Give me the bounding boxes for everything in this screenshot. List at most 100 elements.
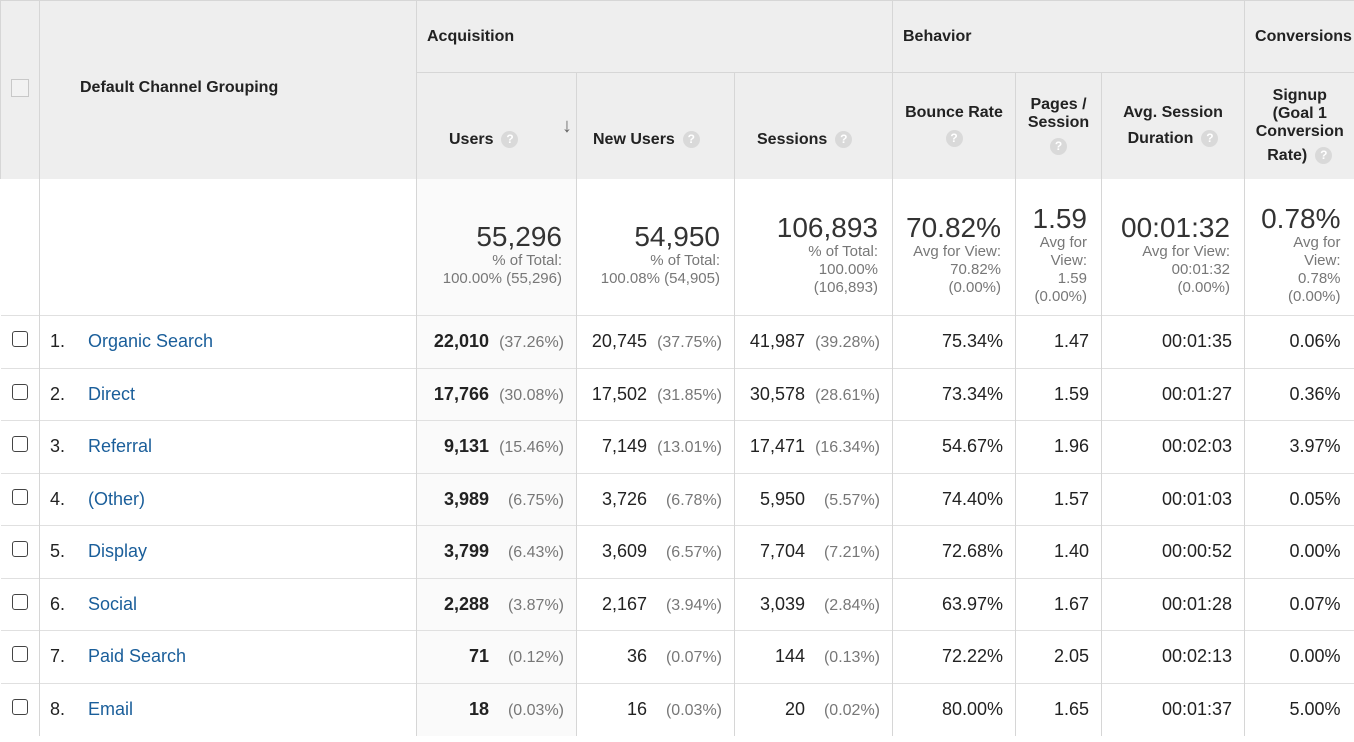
bounce-rate-header-label: Bounce Rate — [905, 103, 1003, 121]
new-users-value: 7,149 — [601, 436, 647, 457]
channel-cell: 1. Organic Search — [39, 315, 417, 368]
total-new-users-label: % of Total: — [650, 251, 720, 269]
new-users-pct: (6.78%) — [665, 491, 722, 509]
avg-duration-cell: 00:01:28 — [1100, 577, 1245, 631]
row-checkbox[interactable] — [11, 488, 28, 505]
users-value: 2,288 — [443, 593, 489, 614]
pages-session-column-header[interactable]: Pages / Session ? — [1015, 72, 1102, 179]
avg-duration-cell: 00:01:35 — [1100, 315, 1245, 368]
row-checkbox[interactable] — [11, 331, 28, 348]
new-users-pct: (0.03%) — [665, 702, 722, 719]
row-checkbox[interactable] — [11, 436, 28, 453]
help-icon[interactable]: ? — [1201, 130, 1219, 148]
channel-cell: 3. Referral — [39, 420, 417, 473]
new-users-cell: 20,745 (37.75%) — [576, 315, 735, 368]
avg-duration-cell: 00:00:52 — [1100, 525, 1245, 578]
conversions-group-header: Conversions — [1244, 0, 1354, 73]
help-icon[interactable]: ? — [1050, 138, 1067, 156]
sessions-cell: 7,704 (7.21%) — [734, 525, 893, 578]
channel-cell: 5. Display — [39, 525, 417, 578]
bounce-rate-cell: 72.22% — [892, 630, 1016, 683]
pages-session-header-label-1: Pages / — [1030, 95, 1087, 113]
table-row: 4. (Other) 3,989 (6.75%) 3,726 (6.78%) 5,… — [0, 472, 1354, 526]
bounce-rate-cell: 75.34% — [892, 315, 1016, 368]
select-all-cell — [0, 0, 40, 179]
table-row: 1. Organic Search 22,010 (37.26%) 20,745 … — [0, 315, 1354, 368]
sessions-pct: (2.84%) — [823, 596, 880, 614]
table-row: 2. Direct 17,766 (30.08%) 17,502 (31.85%)… — [0, 367, 1354, 421]
bounce-rate-cell: 54.67% — [892, 420, 1016, 473]
avg-session-duration-column-header[interactable]: Avg. Session Duration? — [1100, 72, 1245, 179]
channel-link[interactable]: (Other) — [88, 488, 146, 509]
total-pages-session-label-1: Avg for — [1039, 233, 1087, 251]
bounce-rate-cell: 73.34% — [892, 367, 1016, 421]
channel-link[interactable]: Display — [88, 541, 148, 562]
row-index: 4. — [50, 488, 66, 509]
new-users-cell: 36 (0.07%) — [576, 630, 735, 683]
total-signup-rate-diff: (0.00%) — [1287, 287, 1341, 305]
signup-rate-cell: 0.07% — [1244, 577, 1354, 631]
avg-duration-cell: 00:02:03 — [1100, 420, 1245, 473]
total-pages-session-diff: (0.00%) — [1034, 287, 1087, 305]
row-checkbox[interactable] — [11, 699, 28, 715]
new-users-value: 3,609 — [601, 541, 647, 562]
help-icon[interactable]: ? — [501, 131, 519, 149]
total-sessions-detail: (106,893) — [813, 278, 878, 296]
select-all-checkbox[interactable] — [11, 79, 29, 97]
totals-row: 55,296 % of Total: 100.00% (55,296) 54,9… — [1, 178, 1354, 316]
total-users-label: % of Total: — [492, 251, 562, 269]
help-icon[interactable]: ? — [945, 130, 963, 148]
channel-cell: 7. Paid Search — [39, 630, 417, 683]
row-checkbox[interactable] — [11, 541, 28, 558]
channel-link[interactable]: Organic Search — [88, 331, 214, 352]
sessions-value: 20 — [784, 699, 805, 719]
sessions-value: 3,039 — [759, 593, 805, 614]
total-users: 55,296 % of Total: 100.00% (55,296) — [416, 178, 577, 316]
total-bounce-rate-diff: (0.00%) — [948, 278, 1001, 296]
signup-header-label-2: (Goal 1 — [1272, 104, 1327, 122]
channel-link[interactable]: Email — [88, 699, 134, 719]
signup-conversion-column-header[interactable]: Signup (Goal 1 Conversion Rate)? — [1244, 72, 1354, 179]
avg-duration-header-label-1: Avg. Session — [1123, 103, 1223, 121]
help-icon[interactable]: ? — [835, 131, 853, 149]
new-users-value: 2,167 — [601, 593, 647, 614]
channel-link[interactable]: Paid Search — [88, 646, 187, 667]
help-icon[interactable]: ? — [1315, 147, 1333, 165]
users-pct: (0.12%) — [507, 649, 564, 667]
total-signup-rate: 0.78% Avg for View: 0.78% (0.00%) — [1244, 178, 1354, 316]
row-index: 2. — [50, 383, 66, 404]
total-sessions: 106,893 % of Total: 100.00% (106,893) — [734, 178, 893, 316]
channel-link[interactable]: Social — [88, 593, 138, 614]
bounce-rate-cell: 63.97% — [892, 577, 1016, 631]
channel-link[interactable]: Direct — [88, 383, 136, 404]
row-checkbox[interactable] — [11, 593, 28, 610]
sessions-pct: (0.13%) — [823, 649, 880, 667]
total-sessions-pct: 100.00% — [818, 260, 878, 278]
users-value: 9,131 — [443, 436, 489, 457]
new-users-pct: (37.75%) — [657, 334, 722, 352]
sessions-column-header[interactable]: Sessions? — [734, 72, 893, 179]
pages-session-cell: 1.57 — [1015, 472, 1102, 526]
sessions-pct: (16.34%) — [815, 439, 880, 457]
users-cell: 9,131 (15.46%) — [416, 420, 577, 473]
row-checkbox[interactable] — [11, 646, 28, 663]
users-value: 3,799 — [443, 541, 489, 562]
sessions-pct: (39.28%) — [815, 334, 880, 352]
bounce-rate-column-header[interactable]: Bounce Rate ? — [892, 72, 1016, 179]
row-index: 8. — [50, 699, 66, 719]
channel-link[interactable]: Referral — [88, 436, 153, 457]
sort-descending-icon[interactable]: ↓ — [562, 115, 572, 137]
users-column-header[interactable]: Users? ↓ — [416, 72, 577, 179]
row-checkbox-cell — [0, 420, 40, 473]
new-users-cell: 17,502 (31.85%) — [576, 367, 735, 421]
pages-session-cell: 1.47 — [1015, 315, 1102, 368]
new-users-column-header[interactable]: New Users? — [576, 72, 735, 179]
help-icon[interactable]: ? — [682, 131, 700, 149]
total-avg-duration-label: Avg for View: — [1142, 242, 1231, 260]
sessions-value: 5,950 — [759, 488, 805, 509]
users-value: 18 — [468, 699, 489, 719]
dimension-header[interactable]: Default Channel Grouping — [39, 0, 417, 179]
avg-duration-cell: 00:02:13 — [1100, 630, 1245, 683]
signup-header-label-3: Conversion — [1255, 122, 1344, 140]
row-checkbox[interactable] — [11, 383, 28, 400]
